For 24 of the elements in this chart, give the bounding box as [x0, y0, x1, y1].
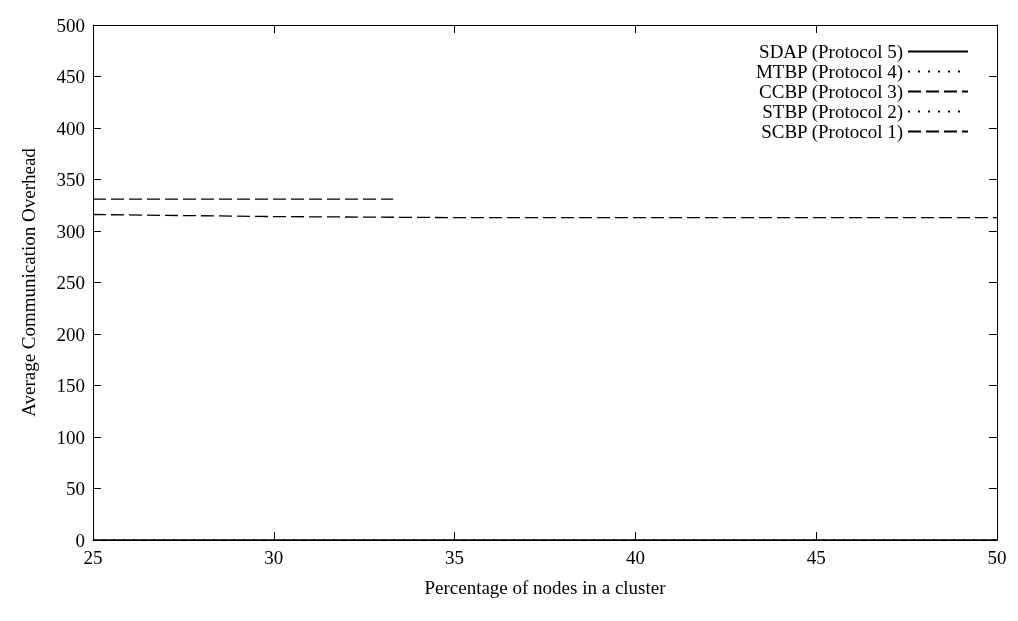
y-tick-label: 450 — [56, 66, 85, 87]
x-tick-label: 50 — [987, 547, 1007, 568]
y-tick-label: 300 — [56, 220, 85, 242]
y-axis-title: Average Communication Overhead — [18, 147, 39, 417]
x-axis-title: Percentage of nodes in a cluster — [424, 577, 667, 598]
y-tick-label: 150 — [56, 375, 85, 396]
x-tick-label: 45 — [806, 547, 826, 568]
y-tick-label: 350 — [56, 169, 85, 190]
legend-label: SDAP (Protocol 5) — [759, 41, 903, 63]
legend-label: CCBP (Protocol 3) — [759, 81, 903, 103]
y-tick-label: 250 — [56, 272, 85, 293]
y-tick-label: 400 — [56, 117, 85, 139]
legend-label: STBP (Protocol 2) — [762, 101, 903, 123]
y-tick-label: 50 — [66, 478, 85, 499]
y-tick-label: 500 — [56, 14, 85, 36]
y-tick-label: 100 — [56, 426, 85, 448]
y-tick-label: 0 — [75, 529, 85, 551]
legend-label: MTBP (Protocol 4) — [755, 61, 903, 83]
legend-label: SCBP (Protocol 1) — [761, 121, 903, 143]
x-tick-label: 35 — [445, 547, 465, 568]
x-tick-label: 30 — [264, 547, 284, 568]
x-tick-label: 25 — [83, 547, 103, 568]
x-tick-label: 40 — [625, 547, 645, 568]
y-tick-label: 200 — [56, 323, 85, 345]
